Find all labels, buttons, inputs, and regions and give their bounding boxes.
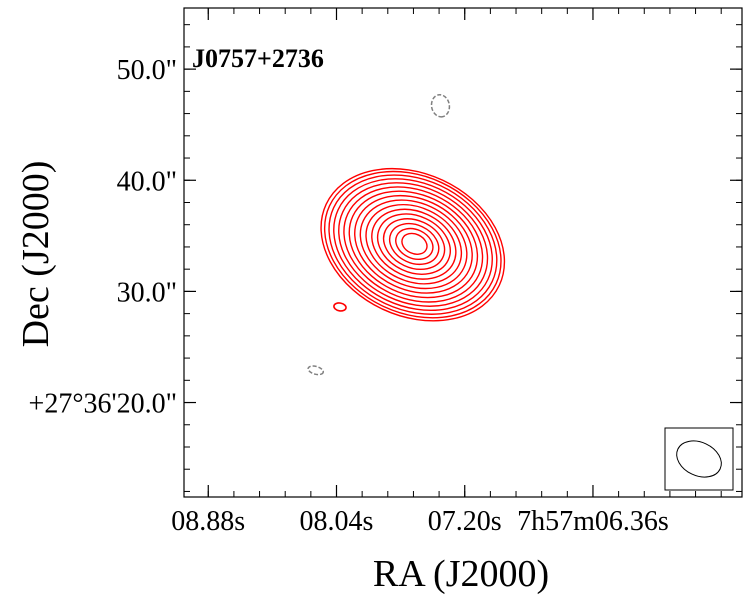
y-tick-label: 30.0" bbox=[117, 277, 177, 308]
source-contour bbox=[382, 218, 446, 271]
source-contour bbox=[320, 167, 506, 322]
source-contour bbox=[371, 208, 457, 280]
y-tick-label: 50.0" bbox=[117, 55, 177, 86]
source-contour bbox=[338, 182, 489, 307]
source-contour bbox=[359, 199, 468, 290]
y-tick-label: +27°36'20.0" bbox=[29, 389, 177, 420]
x-tick-label: 08.04s bbox=[300, 506, 374, 537]
source-contour bbox=[348, 190, 479, 299]
beam-box bbox=[664, 427, 734, 491]
negative-contour bbox=[430, 93, 451, 118]
x-tick-label: 08.88s bbox=[171, 506, 245, 537]
source-name-label: J0757+2736 bbox=[192, 44, 324, 73]
x-axis-title: RA (J2000) bbox=[373, 553, 549, 595]
source-contour bbox=[388, 222, 440, 266]
axis-ticks bbox=[184, 8, 742, 497]
beam-ellipse bbox=[676, 440, 722, 478]
y-tick-label: 40.0" bbox=[117, 166, 177, 197]
source-contour bbox=[395, 227, 434, 261]
y-axis-title: Dec (J2000) bbox=[15, 161, 57, 348]
source-contour bbox=[333, 178, 493, 312]
positive-blob-contour bbox=[333, 302, 347, 312]
x-tick-label: 07.20s bbox=[428, 506, 502, 537]
source-contour bbox=[343, 186, 484, 303]
source-contour bbox=[328, 174, 498, 315]
x-tick-label: 7h57m06.36s bbox=[517, 506, 669, 537]
source-contour bbox=[323, 170, 502, 319]
source-contour bbox=[365, 203, 463, 285]
source-contour bbox=[401, 232, 428, 255]
plot-frame bbox=[183, 7, 743, 498]
source-contour bbox=[376, 213, 451, 275]
beam-inset bbox=[664, 427, 734, 491]
contour-layer bbox=[307, 93, 506, 376]
source-contour bbox=[354, 194, 473, 294]
negative-contour bbox=[307, 365, 325, 376]
